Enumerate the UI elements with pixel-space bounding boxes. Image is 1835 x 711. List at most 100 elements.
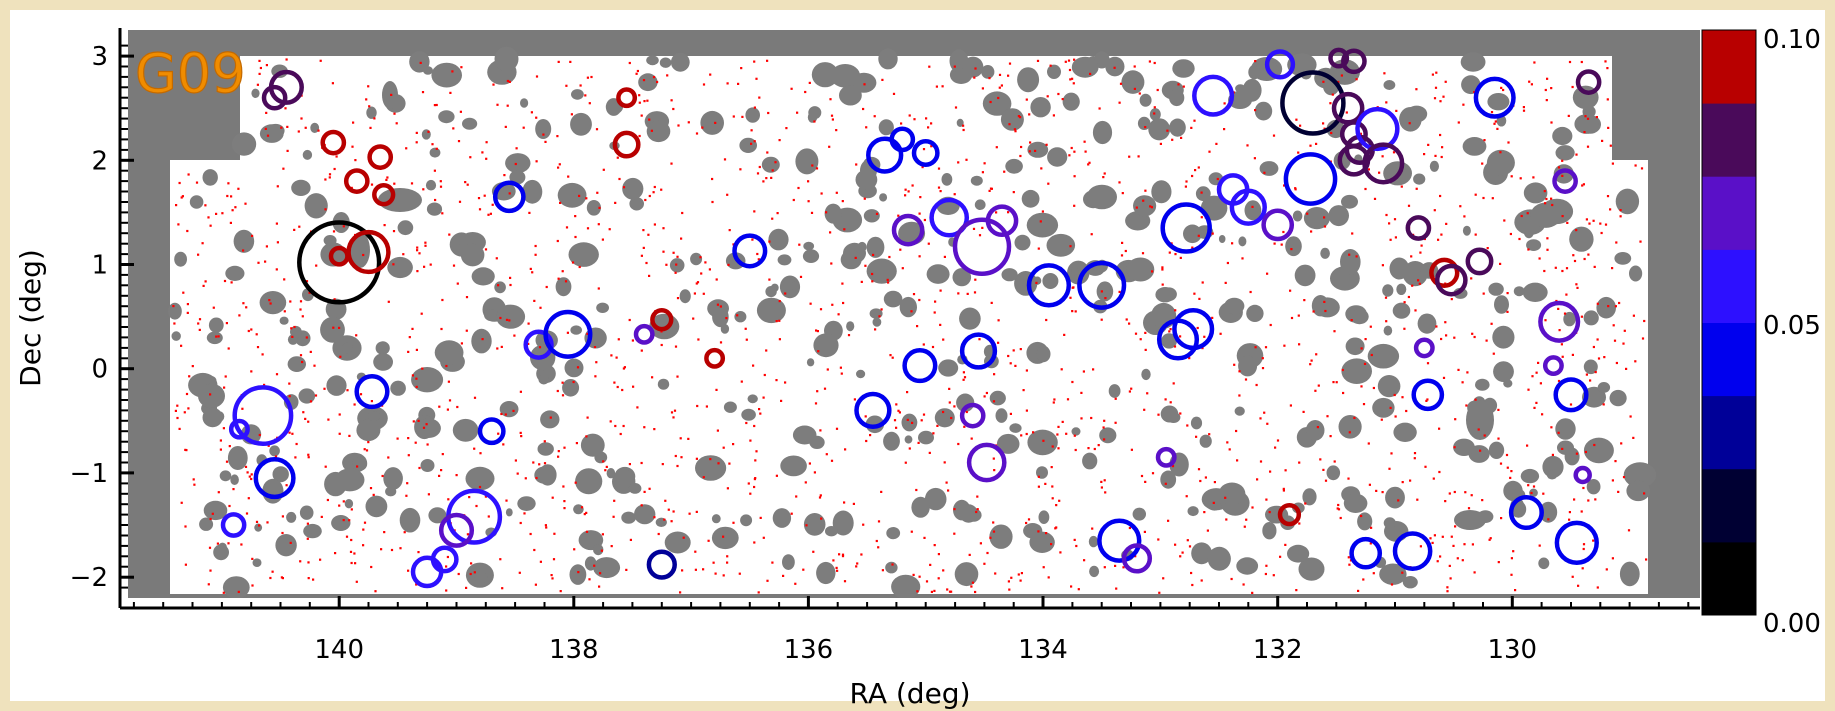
galaxy-dot bbox=[457, 140, 461, 143]
galaxy-dot bbox=[1542, 492, 1545, 495]
galaxy-dot bbox=[1150, 206, 1153, 209]
galaxy-dot bbox=[1128, 526, 1131, 530]
galaxy-dot bbox=[520, 435, 523, 438]
galaxy-dot bbox=[551, 577, 554, 580]
galaxy-dot bbox=[1360, 347, 1363, 350]
galaxy-dot bbox=[740, 380, 743, 383]
masked-region bbox=[426, 202, 443, 216]
galaxy-dot bbox=[1193, 292, 1196, 295]
masked-region bbox=[857, 241, 867, 253]
galaxy-dot bbox=[1065, 432, 1068, 435]
galaxy-dot bbox=[1581, 184, 1584, 187]
group-circle bbox=[1465, 247, 1494, 276]
galaxy-dot bbox=[535, 75, 539, 78]
galaxy-dot bbox=[1294, 187, 1297, 190]
galaxy-dot bbox=[1539, 382, 1542, 385]
galaxy-dot bbox=[508, 192, 511, 195]
masked-region bbox=[761, 156, 780, 173]
masked-region bbox=[522, 179, 543, 204]
galaxy-dot bbox=[774, 161, 777, 164]
galaxy-dot bbox=[963, 425, 966, 428]
masked-region bbox=[981, 65, 995, 79]
masked-region bbox=[1148, 118, 1171, 141]
galaxy-dot bbox=[177, 223, 180, 226]
galaxy-dot bbox=[1566, 221, 1569, 224]
galaxy-dot bbox=[745, 421, 748, 425]
group-circle bbox=[297, 220, 382, 305]
galaxy-dot bbox=[1392, 151, 1396, 154]
galaxy-dot bbox=[1419, 545, 1422, 548]
galaxy-dot bbox=[1100, 318, 1103, 321]
masked-region bbox=[918, 430, 934, 445]
galaxy-dot bbox=[1436, 560, 1439, 563]
galaxy-dot bbox=[250, 477, 253, 481]
galaxy-dot bbox=[1174, 253, 1177, 256]
galaxy-dot bbox=[283, 278, 286, 281]
galaxy-dot bbox=[415, 583, 418, 586]
galaxy-dot bbox=[1298, 343, 1301, 346]
galaxy-dot bbox=[610, 354, 613, 357]
galaxy-dot bbox=[765, 349, 768, 352]
galaxy-dot bbox=[714, 572, 717, 575]
galaxy-dot bbox=[412, 420, 415, 423]
galaxy-dot bbox=[1551, 203, 1554, 207]
masked-region bbox=[863, 209, 880, 223]
galaxy-dot bbox=[1114, 564, 1117, 567]
galaxy-dot bbox=[1284, 469, 1287, 472]
galaxy-dot bbox=[202, 284, 205, 287]
masked-region bbox=[1563, 311, 1576, 327]
galaxy-dot bbox=[256, 83, 259, 86]
galaxy-dot bbox=[1561, 215, 1564, 218]
galaxy-dot bbox=[487, 213, 490, 216]
masked-region bbox=[540, 410, 560, 429]
masked-region bbox=[646, 55, 659, 66]
galaxy-dot bbox=[291, 432, 294, 435]
galaxy-dot bbox=[572, 380, 575, 384]
galaxy-dot bbox=[422, 188, 425, 191]
galaxy-dot bbox=[484, 495, 487, 498]
galaxy-dot bbox=[586, 76, 589, 79]
galaxy-dot bbox=[499, 558, 502, 561]
galaxy-dot bbox=[817, 350, 820, 353]
galaxy-dot bbox=[753, 60, 756, 63]
galaxy-dot bbox=[473, 396, 477, 399]
galaxy-dot bbox=[1474, 233, 1477, 236]
galaxy-dot bbox=[577, 571, 580, 574]
galaxy-dot bbox=[268, 299, 271, 302]
masked-region bbox=[471, 328, 492, 354]
galaxy-dot bbox=[242, 249, 245, 252]
masked-region bbox=[803, 241, 815, 251]
masked-region bbox=[1383, 80, 1396, 90]
galaxy-dot bbox=[1215, 142, 1218, 145]
galaxy-dot bbox=[1087, 163, 1090, 166]
galaxy-dot bbox=[230, 281, 233, 284]
galaxy-dot bbox=[465, 586, 468, 589]
galaxy-dot bbox=[1314, 389, 1317, 392]
galaxy-dot bbox=[492, 83, 495, 86]
galaxy-dot bbox=[319, 59, 322, 62]
group-circle bbox=[367, 144, 394, 170]
galaxy-dot bbox=[502, 443, 505, 446]
galaxy-dot bbox=[983, 562, 986, 565]
masked-region bbox=[1487, 93, 1510, 111]
masked-region bbox=[1207, 546, 1231, 571]
galaxy-dot bbox=[839, 366, 842, 369]
galaxy-dot bbox=[559, 201, 562, 204]
galaxy-dot bbox=[504, 413, 507, 416]
galaxy-dot bbox=[1349, 559, 1353, 562]
galaxy-dot bbox=[1027, 518, 1031, 521]
galaxy-dot bbox=[1057, 92, 1060, 96]
galaxy-dot bbox=[392, 263, 395, 266]
group-circle bbox=[1355, 106, 1400, 152]
galaxy-dot bbox=[307, 577, 310, 580]
galaxy-dot bbox=[594, 375, 597, 378]
galaxy-dot bbox=[1609, 144, 1612, 147]
galaxy-dot bbox=[328, 173, 332, 176]
galaxy-dot bbox=[1369, 325, 1372, 328]
galaxy-dot bbox=[201, 242, 204, 245]
masked-region bbox=[904, 435, 913, 444]
galaxy-dot bbox=[1190, 571, 1193, 575]
galaxy-dot bbox=[1172, 382, 1175, 385]
galaxy-dot bbox=[1049, 64, 1052, 67]
